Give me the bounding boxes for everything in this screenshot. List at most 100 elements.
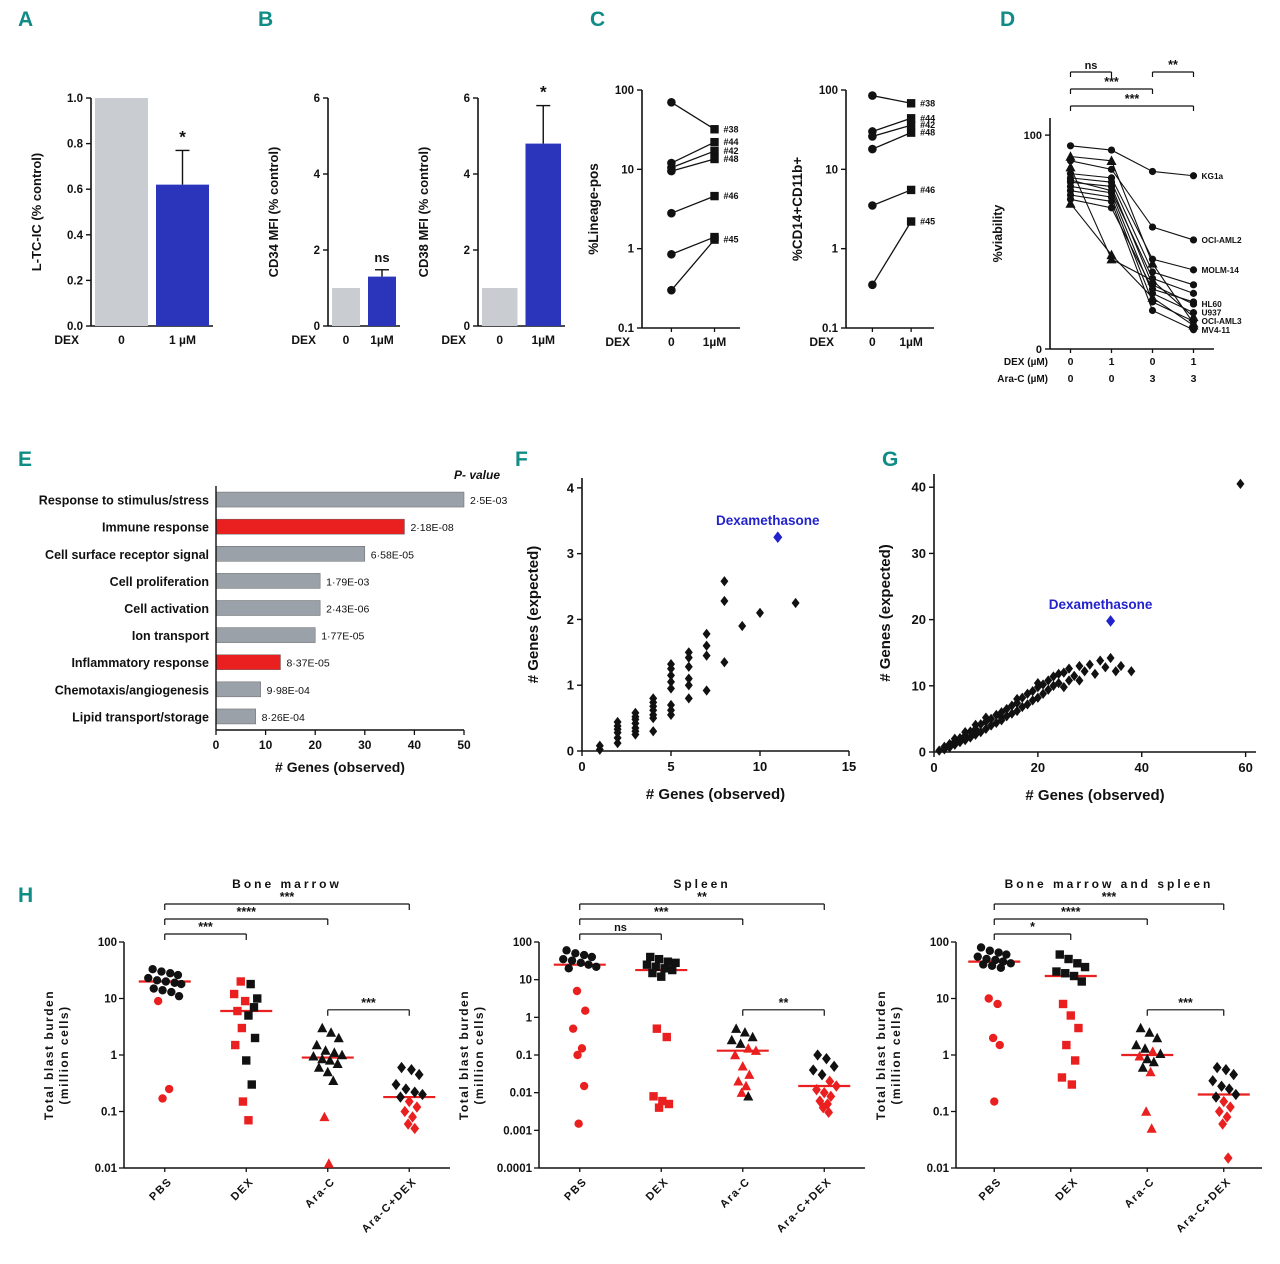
bar	[215, 573, 321, 589]
y-tick-label: 6	[314, 93, 320, 105]
chart-title: Spleen	[673, 877, 730, 891]
sig-label: ***	[1178, 996, 1193, 1010]
data-point	[1214, 1105, 1224, 1118]
data-point	[317, 1022, 328, 1033]
x-tick-label: 10	[753, 759, 767, 774]
data-point	[1212, 1061, 1222, 1074]
data-point	[1140, 1043, 1151, 1053]
y-tick-label: 0.1	[516, 1050, 533, 1062]
data-point	[664, 1099, 674, 1109]
chart-genes-scatter-1: 0 5 10 15 0 1 2 3 4 # Genes (observed) # Genes (ex…	[525, 478, 856, 803]
x-row-label: Ara-C (µM)	[997, 374, 1048, 385]
data-point	[1039, 688, 1048, 699]
series-line	[1070, 185, 1194, 314]
data-point	[667, 659, 675, 670]
data-point	[731, 1023, 742, 1033]
data-point	[1137, 1062, 1148, 1072]
x-axis-label: # Genes (observed)	[275, 759, 405, 775]
data-point	[1075, 675, 1084, 686]
chart-title: Bone marrow	[232, 877, 342, 891]
point-control	[868, 91, 877, 100]
data-point	[1231, 1088, 1241, 1101]
y-tick-label: 10	[104, 994, 117, 1006]
data-point	[1066, 142, 1075, 150]
data-point	[1033, 678, 1042, 689]
bar	[525, 143, 561, 326]
chart-blast-spleen: Spleen 0.0001 0.001 0.01 0.1 1 10 100 Total blas…	[457, 877, 865, 1235]
data-point	[247, 1080, 256, 1089]
data-point	[332, 1058, 343, 1068]
data-point	[400, 1105, 410, 1118]
pair-label: #42	[920, 120, 935, 130]
pair-label: #45	[920, 217, 935, 227]
y-tick-label: 100	[819, 85, 838, 97]
y-tick-label: 0.1	[822, 323, 839, 335]
data-point	[1070, 670, 1079, 682]
point-control	[667, 285, 676, 295]
y-axis-label: Total blast burden	[874, 990, 888, 1120]
data-point	[571, 949, 580, 958]
pair-label: #48	[724, 154, 739, 164]
data-point	[1148, 1056, 1159, 1067]
data-point	[1107, 197, 1116, 206]
p-value-label: 2·43E-06	[326, 604, 369, 616]
data-point	[322, 1066, 333, 1077]
bar	[215, 708, 256, 725]
data-point	[1106, 652, 1115, 664]
pair-line	[671, 158, 715, 172]
data-point	[158, 986, 167, 995]
x-tick-label: 0	[1109, 373, 1115, 385]
data-point	[308, 1051, 319, 1061]
x-tick-label: Ara-C	[303, 1176, 338, 1211]
data-point	[613, 737, 622, 749]
data-point	[1070, 1056, 1080, 1065]
series-label: OCI-AML2	[1202, 235, 1242, 245]
data-point	[1049, 680, 1058, 691]
data-point	[1065, 675, 1074, 686]
pair-line	[872, 132, 912, 150]
data-point	[253, 994, 262, 1003]
series-label: MV4-11	[1202, 325, 1231, 335]
data-point	[391, 1078, 401, 1091]
data-point	[559, 954, 568, 964]
sig-label: **	[697, 890, 707, 904]
pair-line	[671, 150, 715, 169]
data-point	[1101, 662, 1110, 673]
data-point	[817, 1069, 827, 1081]
panel-letter-h: H	[18, 884, 34, 907]
data-point	[971, 719, 980, 730]
p-value-label: 2·18E-08	[410, 522, 453, 534]
data-point	[966, 732, 975, 743]
y-axis-label: (million cells)	[472, 1005, 486, 1104]
data-point	[1065, 151, 1076, 161]
data-point	[935, 745, 944, 756]
bar	[95, 98, 148, 326]
x-tick-label: 60	[1238, 760, 1252, 775]
point-dex	[906, 121, 916, 130]
data-point	[613, 732, 622, 743]
category-label: Lipid transport/storage	[72, 710, 209, 724]
data-point	[329, 1047, 340, 1057]
x-tick-label: Ara-C+DEX	[1174, 1176, 1234, 1236]
data-point	[572, 986, 582, 996]
p-value-label: 2·5E-03	[470, 495, 508, 507]
sig-label: ***	[280, 890, 295, 904]
x-tick-label: 30	[358, 738, 372, 752]
sig-label: ***	[654, 905, 669, 919]
pair-line	[872, 189, 912, 207]
x-tick-label: PBS	[562, 1176, 590, 1204]
data-point	[973, 952, 982, 961]
x-tick-label: Ara-C+DEX	[360, 1176, 420, 1236]
pair-label: #38	[920, 98, 935, 108]
y-tick-label: 0.4	[67, 230, 84, 242]
bar	[215, 491, 465, 508]
data-point	[667, 670, 675, 681]
y-tick-label: 3	[567, 546, 574, 561]
y-axis-label: # Genes (expected)	[877, 544, 894, 682]
chart-cd34-bar: 0 2 4 6 CD34 MFI (% control) 0 1µM DEX ns	[266, 93, 400, 347]
sig-label: ***	[361, 996, 376, 1010]
x-tick-label: 3	[1150, 373, 1156, 385]
series-line	[1070, 179, 1194, 294]
data-point	[1144, 1027, 1155, 1037]
y-tick-label: 1	[526, 1012, 533, 1024]
